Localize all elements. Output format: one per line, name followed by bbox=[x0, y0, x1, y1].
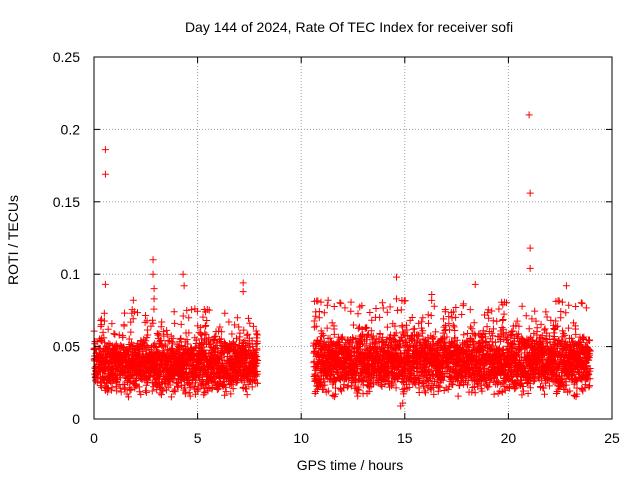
data-point bbox=[120, 322, 128, 330]
data-point bbox=[170, 386, 178, 394]
data-point bbox=[163, 326, 171, 334]
data-point bbox=[170, 308, 178, 316]
x-tick-label: 25 bbox=[604, 430, 620, 446]
data-point bbox=[100, 309, 108, 317]
data-point bbox=[120, 309, 128, 317]
x-tick-label: 15 bbox=[397, 430, 413, 446]
y-axis-label: ROTI / TECUs bbox=[5, 195, 21, 285]
data-point bbox=[173, 382, 181, 390]
data-point bbox=[174, 342, 182, 350]
data-point bbox=[137, 390, 145, 398]
y-tick-label: 0 bbox=[72, 411, 80, 427]
data-point bbox=[141, 311, 149, 319]
data-point bbox=[150, 305, 158, 313]
x-tick-label: 10 bbox=[293, 430, 309, 446]
data-point bbox=[142, 388, 150, 396]
x-tick-label: 0 bbox=[90, 430, 98, 446]
data-point bbox=[155, 330, 163, 338]
data-point bbox=[154, 379, 162, 387]
x-tick-label: 5 bbox=[194, 430, 202, 446]
data-point bbox=[160, 332, 168, 340]
data-point bbox=[142, 337, 150, 345]
data-point bbox=[111, 330, 119, 338]
data-point bbox=[92, 346, 100, 354]
data-point bbox=[169, 334, 177, 342]
data-point bbox=[153, 329, 161, 337]
data-point bbox=[105, 385, 113, 393]
data-point bbox=[99, 328, 107, 336]
x-axis-label: GPS time / hours bbox=[297, 457, 404, 473]
data-point bbox=[130, 308, 138, 316]
data-point bbox=[177, 320, 185, 328]
y-tick-label: 0.05 bbox=[53, 339, 80, 355]
y-tick-label: 0.25 bbox=[53, 49, 80, 65]
x-tick-label: 20 bbox=[501, 430, 517, 446]
data-point bbox=[171, 319, 179, 327]
grid-lines bbox=[94, 57, 612, 419]
data-point bbox=[129, 315, 137, 323]
data-points bbox=[90, 111, 594, 410]
data-point bbox=[100, 334, 108, 342]
data-point bbox=[101, 339, 109, 347]
data-point bbox=[158, 318, 166, 326]
data-point bbox=[158, 391, 166, 399]
data-point bbox=[126, 386, 134, 394]
data-point bbox=[157, 337, 165, 345]
data-point bbox=[119, 333, 127, 341]
data-point bbox=[164, 337, 172, 345]
data-point bbox=[142, 387, 150, 395]
data-point bbox=[163, 330, 171, 338]
y-tick-label: 0.15 bbox=[53, 194, 80, 210]
data-point bbox=[171, 388, 179, 396]
data-point bbox=[176, 335, 184, 343]
data-point bbox=[114, 376, 122, 384]
data-point bbox=[127, 328, 135, 336]
data-point bbox=[124, 393, 132, 401]
data-point bbox=[166, 381, 174, 389]
data-point bbox=[134, 309, 142, 317]
data-point bbox=[117, 388, 125, 396]
data-point bbox=[97, 315, 105, 323]
data-point bbox=[168, 338, 176, 346]
y-tick-label: 0.2 bbox=[61, 121, 81, 137]
data-point bbox=[183, 306, 191, 314]
data-point bbox=[104, 325, 112, 333]
data-point bbox=[179, 312, 187, 320]
data-point bbox=[127, 386, 135, 394]
data-point bbox=[144, 331, 152, 339]
data-point bbox=[149, 319, 157, 327]
data-point bbox=[100, 317, 108, 325]
data-point bbox=[93, 378, 101, 386]
data-point bbox=[161, 342, 169, 350]
data-point bbox=[159, 387, 167, 395]
data-point bbox=[108, 320, 116, 328]
data-point bbox=[177, 334, 185, 342]
data-point bbox=[110, 330, 118, 338]
data-point bbox=[182, 388, 190, 396]
data-point bbox=[152, 343, 160, 351]
data-point bbox=[121, 385, 129, 393]
data-point bbox=[115, 331, 123, 339]
y-tick-label: 0.1 bbox=[61, 266, 81, 282]
data-point bbox=[123, 390, 131, 398]
data-point bbox=[167, 393, 175, 401]
chart-title: Day 144 of 2024, Rate Of TEC Index for r… bbox=[185, 19, 513, 35]
data-point bbox=[125, 335, 133, 343]
data-point bbox=[148, 387, 156, 395]
data-point bbox=[112, 371, 120, 379]
data-point bbox=[113, 387, 121, 395]
data-point bbox=[142, 381, 150, 389]
